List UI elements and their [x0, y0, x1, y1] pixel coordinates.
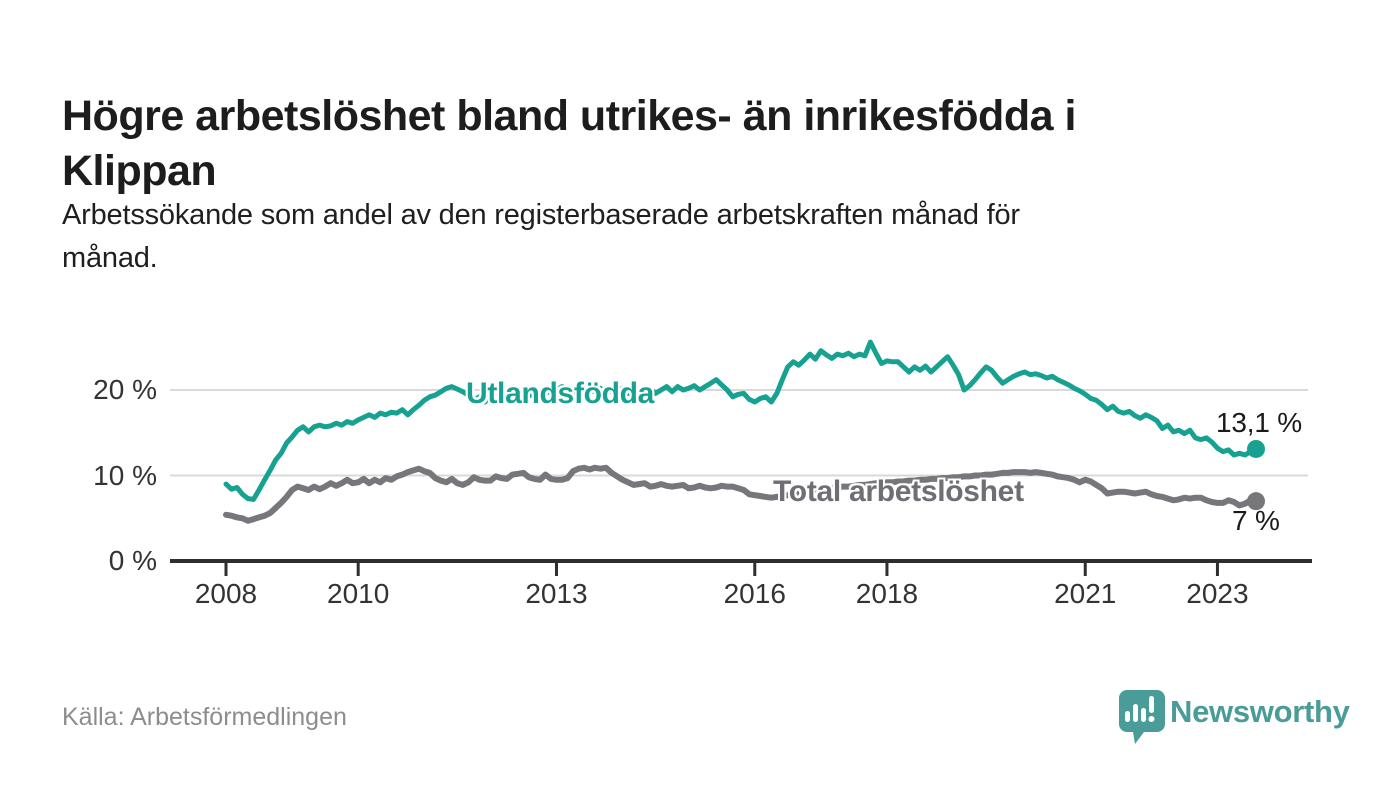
bar-chart-speech-bubble-icon — [1119, 690, 1165, 744]
page-title-line-1: Högre arbetslöshet bland utrikes- än inr… — [62, 91, 1076, 140]
page-title: Högre arbetslöshet bland utrikes- än inr… — [62, 89, 1362, 199]
page-subtitle-line-2: månad. — [62, 242, 158, 274]
end-value-label-total: 7 % — [1232, 505, 1280, 536]
x-axis-tick-label: 2021 — [1054, 578, 1117, 609]
x-axis-tick-label: 2016 — [723, 578, 786, 609]
series-end-dot-total — [1247, 492, 1265, 511]
y-axis-tick-label: 20 % — [93, 374, 157, 405]
series-line-utlandsfodda — [223, 339, 1259, 502]
x-axis-tick-label: 2013 — [525, 578, 588, 609]
page-subtitle-line-1: Arbetssökande som andel av den registerb… — [62, 199, 1020, 231]
source-note: Källa: Arbetsförmedlingen — [62, 703, 347, 731]
page-title-line-2: Klippan — [62, 146, 217, 195]
newsworthy-brand: Newsworthy — [1116, 688, 1350, 748]
series-end-dot-utlandsfodda — [1247, 439, 1265, 458]
x-axis-tick-label: 2010 — [327, 578, 390, 609]
x-axis-tick-label: 2008 — [194, 578, 258, 609]
y-axis-tick-label: 10 % — [93, 459, 157, 491]
x-axis-tick-label: 2018 — [855, 578, 919, 609]
brand-name: Newsworthy — [1170, 694, 1350, 729]
end-value-label-utlandsfodda: 13,1 % — [1216, 407, 1302, 438]
y-axis-tick-label: 0 % — [108, 545, 157, 576]
page-subtitle: Arbetssökande som andel av den registerb… — [62, 194, 1242, 280]
series-label-total-arbetsloshet: Total arbetslöshet — [773, 475, 1024, 508]
series-label-utlandsfodda: Utlandsfödda — [466, 377, 655, 410]
x-axis-tick-label: 2023 — [1186, 578, 1249, 609]
series-line-total — [223, 464, 1259, 524]
